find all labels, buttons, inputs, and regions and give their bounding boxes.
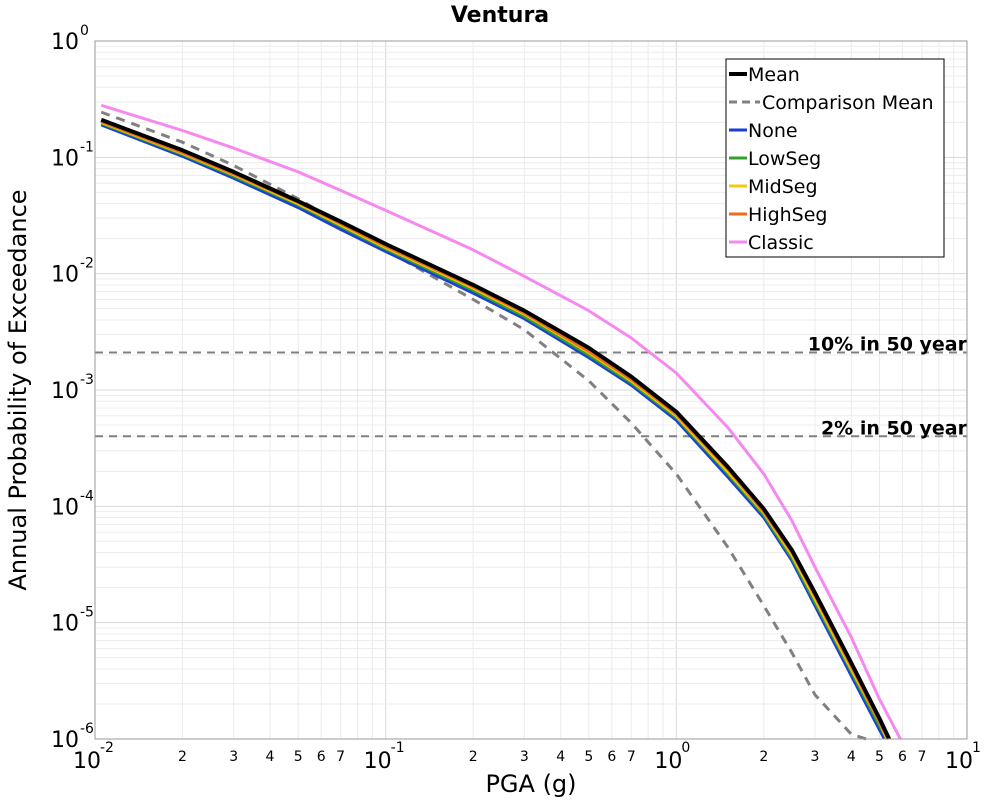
x-minor-tick-label: 2 [759, 749, 768, 765]
y-tick-base: 10 [51, 379, 79, 404]
y-tick-base: 10 [51, 30, 79, 55]
x-minor-tick-label: 4 [266, 749, 275, 765]
x-minor-tick-label: 2 [178, 749, 187, 765]
y-tick-base: 10 [51, 728, 79, 753]
y-tick-label: 10 -6 [51, 721, 94, 753]
x-tick-exponent: -1 [391, 740, 405, 756]
y-tick-base: 10 [51, 263, 79, 288]
reference-lines: 10% in 50 year 2% in 50 year [95, 334, 968, 439]
x-minor-tick-label: 7 [336, 749, 345, 765]
series-line-comparison-mean [100, 110, 867, 741]
legend-label: MidSeg [748, 176, 818, 198]
series-line-mean [100, 117, 892, 740]
y-tick-base: 10 [51, 612, 79, 637]
x-minor-tick-label: 5 [584, 749, 593, 765]
chart-title: Ventura [451, 3, 549, 28]
series-lines [100, 103, 902, 741]
x-tick-exponent: 1 [972, 740, 981, 756]
x-tick-base: 10 [654, 749, 682, 774]
legend-label: LowSeg [748, 148, 821, 170]
y-tick-label: 10 -1 [51, 139, 94, 171]
x-minor-tick-label: 2 [469, 749, 478, 765]
y-tick-label: 10 -2 [51, 256, 94, 288]
x-tick-base: 10 [364, 749, 392, 774]
x-tick-label: 10-1 [364, 740, 405, 774]
x-minor-tick-label: 5 [294, 749, 303, 765]
x-tick-label: 10-2 [73, 740, 114, 774]
x-minor-tick-label: 7 [627, 749, 636, 765]
x-tick-base: 10 [73, 749, 101, 774]
x-tick-label: 100 [654, 740, 690, 774]
legend-label: Classic [748, 232, 814, 254]
x-minor-tick-label: 6 [317, 749, 326, 765]
plot-frame [94, 40, 968, 740]
y-tick-label: 10 -4 [51, 488, 94, 520]
x-tick-exponent: 0 [681, 740, 690, 756]
y-tick-label: 10 -5 [51, 605, 94, 637]
y-axis-label: Annual Probability of Exceedance [4, 189, 32, 590]
y-tick-base: 10 [51, 146, 79, 171]
legend-label: None [748, 120, 798, 142]
grid-lines [94, 41, 967, 740]
x-minor-tick-label: 6 [898, 749, 907, 765]
y-tick-exponent: 0 [80, 23, 89, 39]
legend-label: Comparison Mean [762, 92, 934, 114]
y-tick-exponent: -2 [80, 256, 94, 272]
series-line-classic [100, 103, 902, 740]
legend: Mean Comparison Mean None LowSeg MidSeg HighS… [725, 58, 945, 258]
legend-label: HighSeg [748, 204, 827, 226]
y-tick-exponent: -4 [80, 488, 94, 504]
x-tick-exponent: -2 [100, 740, 114, 756]
x-tick-label: 101 [945, 740, 981, 774]
reference-line-label: 2% in 50 year [821, 417, 968, 439]
series-line-none [100, 123, 886, 740]
x-minor-tick-label: 3 [811, 749, 820, 765]
x-minor-tick-label: 5 [875, 749, 884, 765]
y-tick-exponent: -1 [80, 139, 94, 155]
x-minor-tick-label: 4 [556, 749, 565, 765]
x-minor-tick-label: 3 [520, 749, 529, 765]
y-tick-base: 10 [51, 495, 79, 520]
reference-line-label: 10% in 50 year [808, 334, 968, 356]
x-minor-tick-label: 4 [847, 749, 856, 765]
legend-label: Mean [748, 64, 800, 86]
y-tick-exponent: -6 [80, 721, 94, 737]
x-minor-tick-label: 3 [229, 749, 238, 765]
y-tick-label: 10 -3 [51, 372, 94, 404]
x-minor-tick-label: 7 [918, 749, 927, 765]
y-tick-exponent: -3 [80, 372, 94, 388]
x-tick-base: 10 [945, 749, 973, 774]
y-tick-exponent: -5 [80, 605, 94, 621]
y-tick-label: 10 0 [51, 23, 89, 55]
x-axis-label: PGA (g) [485, 770, 576, 798]
x-minor-tick-label: 6 [607, 749, 616, 765]
legend-box [725, 58, 945, 258]
